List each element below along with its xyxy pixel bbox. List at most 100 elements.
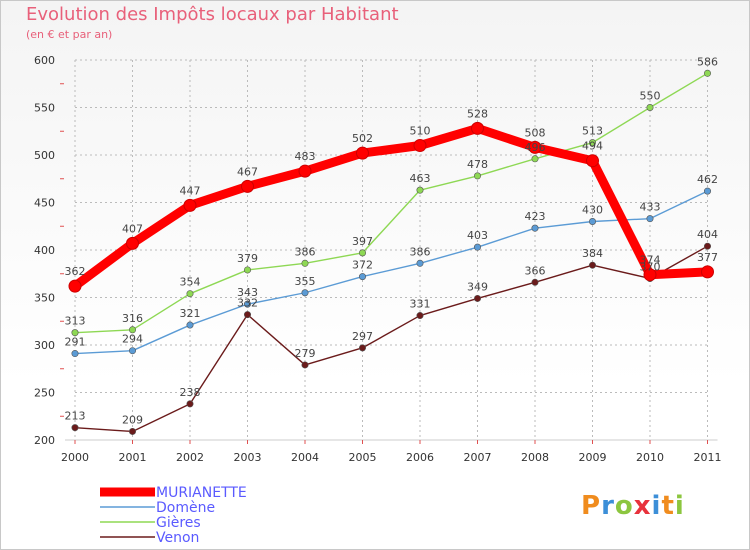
- data-label-venon: 209: [122, 413, 143, 426]
- data-point-venon: [588, 261, 596, 269]
- series-line-domène: [74, 190, 709, 355]
- data-label-venon: 279: [295, 347, 316, 360]
- y-tick-label: 250: [34, 387, 55, 400]
- data-label-venon: 238: [180, 386, 201, 399]
- data-point-gières: [646, 104, 654, 112]
- x-tick-label: 2007: [464, 451, 492, 464]
- data-label-domène: 291: [65, 336, 86, 349]
- data-point-murianette: [241, 179, 254, 193]
- data-point-murianette: [471, 121, 484, 135]
- logo-letter: t: [661, 491, 675, 521]
- data-label-murianette: 467: [237, 165, 258, 178]
- data-point-murianette: [356, 146, 369, 160]
- data-point-domène: [129, 347, 137, 355]
- x-tick-label: 2011: [694, 451, 722, 464]
- data-label-domène: 386: [410, 245, 431, 258]
- data-label-venon: 384: [582, 247, 603, 260]
- data-point-venon: [186, 400, 194, 408]
- data-labels: 213 209 238 332 279 297 331 349 366 384 370 404 291 2…: [65, 55, 719, 426]
- data-point-domène: [703, 187, 711, 195]
- data-point-venon: [358, 344, 366, 352]
- data-label-murianette: 407: [122, 222, 143, 235]
- y-tick-label: 350: [34, 292, 55, 305]
- x-tick-label: 2008: [521, 451, 549, 464]
- series-lines: [70, 72, 712, 433]
- x-tick-label: 2004: [291, 451, 319, 464]
- x-tick-label: 2009: [579, 451, 607, 464]
- data-point-venon: [129, 427, 137, 435]
- data-label-domène: 343: [237, 286, 258, 299]
- data-label-murianette: 510: [410, 125, 431, 138]
- data-label-gières: 550: [640, 90, 661, 103]
- data-label-murianette: 528: [467, 107, 488, 120]
- data-point-murianette: [126, 236, 139, 250]
- data-label-gières: 386: [295, 245, 316, 258]
- data-point-gières: [358, 249, 366, 257]
- data-label-gières: 496: [525, 141, 546, 154]
- data-point-domène: [588, 218, 596, 226]
- legend-label-gieres: Gières: [156, 515, 201, 531]
- data-label-gières: 354: [180, 276, 201, 289]
- data-point-domène: [244, 300, 252, 308]
- data-point-murianette: [183, 198, 197, 212]
- data-label-domène: 372: [352, 259, 373, 272]
- data-point-domène: [473, 243, 481, 251]
- data-point-gières: [588, 139, 596, 147]
- x-tick-label: 2002: [176, 451, 204, 464]
- x-tick-label: 2000: [61, 451, 89, 464]
- logo-letter: r: [601, 491, 615, 521]
- logo-letter: i: [674, 491, 685, 521]
- data-label-domène: 433: [640, 201, 661, 214]
- data-point-gières: [71, 329, 79, 337]
- data-label-venon: 370: [640, 261, 661, 274]
- data-point-gières: [531, 155, 539, 163]
- proxiti-logo: Proxiti: [581, 491, 685, 521]
- data-label-domène: 355: [295, 275, 316, 288]
- data-point-venon: [531, 278, 539, 286]
- data-label-gières: 463: [410, 172, 431, 185]
- data-label-murianette: 508: [525, 126, 546, 139]
- data-point-murianette: [643, 268, 657, 282]
- x-tick-label: 2005: [349, 451, 377, 464]
- logo-letter: i: [651, 491, 662, 521]
- data-label-domène: 294: [122, 333, 143, 346]
- axes: 200 250 300 350 400 450 500 550 600 2000 2001 2002 2…: [34, 54, 722, 464]
- data-point-gières: [416, 186, 424, 194]
- data-label-gières: 478: [467, 158, 488, 171]
- x-tick-label: 2001: [119, 451, 147, 464]
- x-tick-label: 2003: [234, 451, 262, 464]
- data-point-gières: [186, 290, 194, 298]
- data-point-murianette: [68, 279, 82, 293]
- series-points: [68, 69, 714, 435]
- data-point-domène: [531, 224, 539, 232]
- data-point-murianette: [586, 154, 599, 168]
- data-label-venon: 297: [352, 330, 373, 343]
- data-label-domène: 423: [525, 210, 546, 223]
- logo-letter: x: [633, 491, 652, 521]
- data-point-venon: [244, 311, 252, 319]
- data-label-venon: 404: [697, 228, 718, 241]
- data-label-venon: 349: [467, 280, 488, 293]
- legend-swatches: [100, 487, 155, 538]
- data-label-gières: 316: [122, 312, 143, 325]
- data-point-murianette: [298, 164, 312, 178]
- data-point-gières: [244, 266, 252, 274]
- chart-title: Evolution des Impôts locaux par Habitant: [26, 4, 399, 25]
- data-point-venon: [473, 294, 481, 302]
- data-label-gières: 313: [65, 315, 86, 328]
- data-label-domène: 403: [467, 229, 488, 242]
- series-line-gières: [74, 72, 709, 334]
- data-point-venon: [71, 424, 79, 432]
- data-label-murianette: 494: [582, 140, 603, 153]
- data-label-murianette: 377: [697, 251, 718, 264]
- data-point-gières: [703, 69, 711, 77]
- data-point-domène: [186, 321, 194, 329]
- data-point-venon: [416, 312, 424, 320]
- data-label-domène: 321: [180, 307, 201, 320]
- data-label-murianette: 483: [295, 150, 316, 163]
- data-point-gières: [129, 326, 137, 334]
- data-point-gières: [473, 172, 481, 180]
- data-label-venon: 213: [65, 410, 86, 423]
- logo-letter: P: [581, 491, 602, 521]
